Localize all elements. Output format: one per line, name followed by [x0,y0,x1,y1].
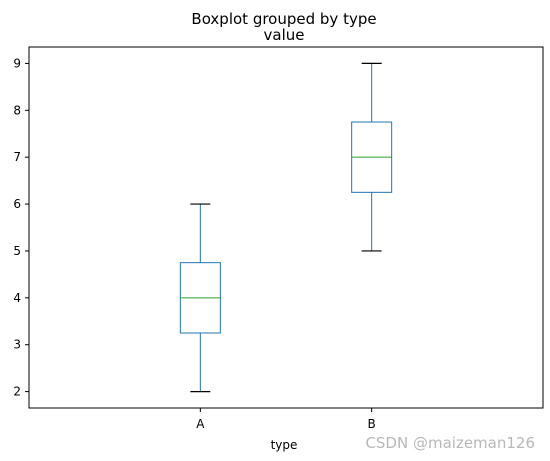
y-tick-label: 9 [13,56,21,70]
y-tick-label: 5 [13,244,21,258]
x-tick-label: A [196,417,205,431]
y-tick-label: 8 [13,103,21,117]
x-tick-label: B [368,417,376,431]
x-axis-label: type [271,438,298,452]
chart-title: value [264,26,305,44]
watermark: CSDN @maizeman126 [365,434,535,452]
box-series [179,62,393,393]
y-tick-label: 3 [13,338,21,352]
y-tick-label: 7 [13,150,21,164]
y-tick-label: 2 [13,385,21,399]
plot-area [28,46,544,409]
chart-suptitle: Boxplot grouped by type [191,10,376,28]
y-tick-label: 6 [13,197,21,211]
y-axis: 2 3 4 5 6 7 8 9 [13,56,29,399]
y-tick-label: 4 [13,291,21,305]
